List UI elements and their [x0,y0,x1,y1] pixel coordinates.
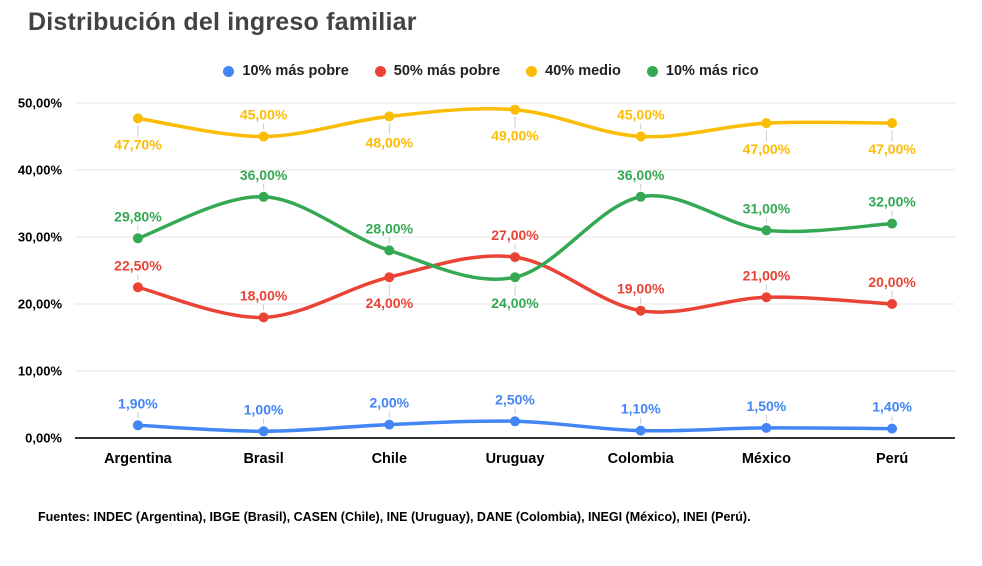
legend-item-1: 50% más pobre [374,63,501,79]
chart-title: Distribución del ingreso familiar [28,8,417,36]
data-label: 1,50% [747,398,787,414]
legend-dot-icon [223,65,235,77]
data-point [132,420,143,431]
data-point [761,118,772,129]
data-point [635,425,646,436]
data-point [384,419,395,430]
data-label: 49,00% [491,128,539,144]
data-label: 2,00% [369,395,409,411]
data-label: 36,00% [240,167,288,183]
data-label: 19,00% [617,281,665,297]
y-tick-label: 10,00% [18,364,63,379]
y-tick-label: 40,00% [18,163,63,178]
data-label: 29,80% [114,208,162,224]
data-point [887,218,898,229]
data-point [132,113,143,124]
legend-label: 10% más pobre [242,63,349,79]
data-point [510,252,520,263]
legend-dot-icon [646,65,658,77]
data-label: 24,00% [366,295,414,311]
data-point [258,426,269,437]
data-point [132,282,143,293]
data-label: 2,50% [495,391,535,407]
legend-item-3: 10% más rico [646,63,759,79]
data-point [635,131,646,142]
data-point [510,272,520,283]
data-label: 20,00% [868,274,916,290]
data-label: 47,00% [743,141,791,157]
data-label: 47,00% [868,141,916,157]
data-label: 32,00% [868,194,916,210]
data-point [761,422,772,433]
data-label: 1,40% [872,399,912,415]
data-point [887,118,898,129]
data-point [132,233,143,244]
data-label: 1,00% [244,401,284,417]
data-point [384,111,395,122]
y-tick-label: 20,00% [18,297,63,312]
y-tick-label: 50,00% [18,96,63,111]
legend-dot-icon [374,65,386,77]
x-axis-label: Argentina [104,451,173,467]
data-label: 31,00% [743,200,791,216]
data-label: 47,70% [114,136,162,152]
x-axis-label: México [742,451,791,467]
data-label: 28,00% [366,220,414,236]
legend-item-2: 40% medio [526,63,621,79]
data-point [635,191,646,202]
legend-label: 10% más rico [665,63,759,79]
data-point [761,292,772,303]
x-axis-label: Chile [372,451,407,467]
y-tick-label: 30,00% [18,230,63,245]
data-point [510,416,520,427]
data-label: 1,90% [118,395,158,411]
legend-item-0: 10% más pobre [223,63,349,79]
legend-dot-icon [526,65,538,77]
data-point [761,225,772,236]
data-point [384,245,395,256]
data-label: 18,00% [240,287,288,303]
data-point [635,305,646,316]
data-label: 27,00% [491,227,539,243]
legend-label: 50% más pobre [393,63,501,79]
x-axis-label: Brasil [243,451,283,467]
data-label: 24,00% [491,295,539,311]
data-label: 21,00% [743,267,791,283]
data-point [887,299,898,309]
data-label: 48,00% [366,134,414,150]
x-axis-label: Colombia [608,451,675,467]
chart-legend: 10% más pobre 50% más pobre 40% medio 10% m… [0,63,982,79]
data-point [258,191,269,202]
data-label: 1,10% [621,401,661,417]
legend-label: 40% medio [545,63,621,79]
data-point [258,131,269,142]
data-point [510,104,520,115]
data-label: 45,00% [617,107,665,123]
data-point [887,423,898,434]
x-axis-label: Uruguay [486,451,545,467]
y-tick-label: 0,00% [25,431,62,446]
data-label: 36,00% [617,167,665,183]
data-label: 22,50% [114,257,162,273]
data-point [258,312,269,323]
x-axis-label: Perú [876,451,908,467]
sources-note: Fuentes: INDEC (Argentina), IBGE (Brasil… [38,510,751,524]
data-point [384,272,395,283]
data-label: 45,00% [240,107,288,123]
